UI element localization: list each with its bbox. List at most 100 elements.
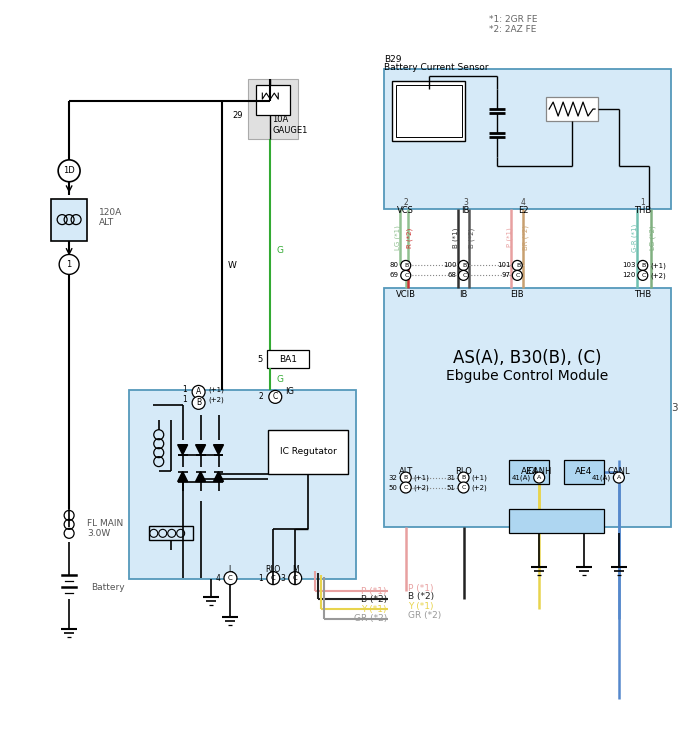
Text: 101: 101 [497,262,510,268]
Text: G-R (*1): G-R (*1) [632,223,638,251]
Text: A: A [196,388,201,397]
Text: EIB: EIB [510,290,524,298]
Text: 1: 1 [258,573,263,583]
FancyBboxPatch shape [249,79,298,139]
Circle shape [192,397,205,409]
FancyBboxPatch shape [546,97,598,121]
Circle shape [288,572,301,584]
Text: IG: IG [285,388,295,397]
Text: IB: IB [461,206,470,215]
Text: P (*1): P (*1) [506,228,512,248]
Text: 69: 69 [390,273,399,279]
Text: 3: 3 [280,573,285,583]
Text: (+2): (+2) [208,397,224,403]
Circle shape [458,472,469,483]
Text: B: B [462,263,466,268]
Text: LG (*2): LG (*2) [649,226,656,250]
Polygon shape [214,472,223,481]
Circle shape [59,254,79,274]
Text: (+1): (+1) [471,475,487,481]
Text: C: C [461,485,466,490]
Text: 100: 100 [443,262,456,268]
Circle shape [58,160,80,182]
Text: 31: 31 [447,475,456,481]
Circle shape [458,270,469,280]
Text: C: C [405,273,409,278]
Text: C: C [462,273,466,278]
Text: ALT: ALT [399,467,413,476]
Text: 51: 51 [447,484,456,491]
Text: M: M [292,565,299,573]
Polygon shape [196,444,206,455]
FancyBboxPatch shape [384,69,671,209]
Text: 120A: 120A [99,208,122,217]
Circle shape [401,260,411,270]
Text: CANL: CANL [608,467,630,476]
Text: BA1: BA1 [279,354,297,363]
Text: 1: 1 [182,395,186,405]
Circle shape [534,472,545,483]
Text: C: C [516,273,521,278]
Text: L: L [228,565,233,573]
Text: 4: 4 [216,573,221,583]
Text: C: C [271,575,275,581]
Text: 68: 68 [447,273,456,279]
Text: A: A [537,475,541,480]
Text: (+2): (+2) [471,484,487,491]
Circle shape [613,472,624,483]
Text: Ebgube Control Module: Ebgube Control Module [446,369,608,383]
Text: 3: 3 [463,198,468,207]
FancyBboxPatch shape [269,430,348,474]
Text: 2: 2 [258,392,263,402]
Text: 29: 29 [232,111,242,119]
Text: *2: 2AZ FE: *2: 2AZ FE [489,25,537,34]
Text: E2: E2 [518,206,529,215]
Text: Y (*1): Y (*1) [361,604,387,613]
Circle shape [400,482,411,493]
Text: (+2): (+2) [414,484,429,491]
Text: 10A
GAUGE1: 10A GAUGE1 [272,115,308,135]
Text: Battery: Battery [91,583,125,592]
Text: 4: 4 [521,198,525,207]
Text: GR (*2): GR (*2) [353,615,387,624]
Text: C: C [642,273,646,278]
Circle shape [224,572,237,584]
Text: A: A [616,475,621,480]
Text: AE4: AE4 [575,467,593,476]
Polygon shape [214,444,223,455]
Circle shape [512,260,522,270]
Text: C: C [292,575,297,581]
FancyBboxPatch shape [129,390,356,579]
Circle shape [512,270,522,280]
Text: (+1): (+1) [208,387,225,393]
Circle shape [269,391,282,403]
Text: B: B [516,263,521,268]
Text: P (*1): P (*1) [408,584,433,593]
Text: Battery Current Sensor: Battery Current Sensor [384,63,488,71]
Text: *1: 2GR FE: *1: 2GR FE [489,15,538,24]
FancyBboxPatch shape [392,81,466,141]
Polygon shape [177,472,188,481]
Circle shape [267,572,279,584]
Text: G: G [276,246,284,255]
Text: C: C [273,392,278,402]
Text: THB: THB [634,290,651,298]
Text: (+1): (+1) [414,475,429,481]
Text: P (*1): P (*1) [361,587,387,595]
Text: B29: B29 [384,55,401,64]
Text: Y (*1): Y (*1) [408,601,433,610]
Text: VCIB: VCIB [396,290,416,298]
Text: G: G [276,375,284,385]
Text: 32: 32 [389,475,398,481]
Text: 41(A): 41(A) [592,475,611,481]
Text: VCS: VCS [397,206,414,215]
Text: ALT: ALT [99,218,114,227]
Text: 103: 103 [622,262,636,268]
Text: B: B [405,263,409,268]
Text: 1: 1 [66,260,72,269]
Text: B: B [196,399,201,408]
Text: AE4: AE4 [521,467,538,476]
Text: W: W [227,261,236,270]
FancyBboxPatch shape [256,85,290,115]
Text: 1D: 1D [63,167,75,175]
